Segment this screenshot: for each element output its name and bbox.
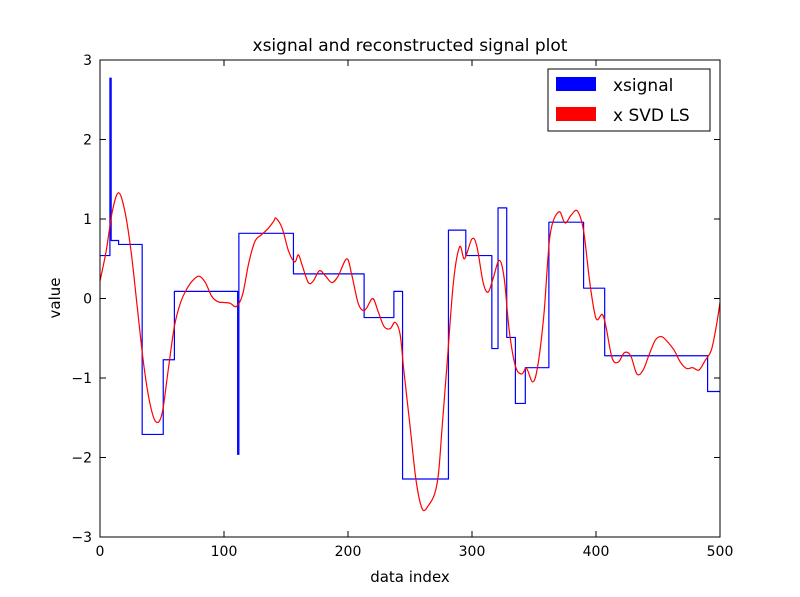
x-tick-label: 500	[707, 544, 734, 560]
y-tick-label: 3	[83, 53, 92, 69]
x-tick-label: 0	[96, 544, 105, 560]
x-tick-label: 400	[583, 544, 610, 560]
series-line-xsignal	[100, 77, 720, 480]
legend: xsignal x SVD LS	[547, 68, 711, 132]
y-tick-label: −3	[71, 530, 92, 546]
x-axis: 0 100 200 300 400 500	[96, 60, 734, 560]
y-tick-label: 2	[83, 133, 92, 149]
chart-title: xsignal and reconstructed signal plot	[253, 36, 568, 56]
y-tick-label: 1	[83, 212, 92, 228]
series-layer	[100, 77, 720, 512]
legend-label-x-svd-ls: x SVD LS	[613, 106, 690, 126]
x-tick-label: 200	[335, 544, 362, 560]
y-axis: −3 −2 −1 0 1 2 3	[71, 53, 720, 546]
y-tick-label: −2	[71, 451, 92, 467]
x-axis-label: data index	[370, 568, 450, 586]
legend-label-xsignal: xsignal	[613, 76, 673, 96]
x-tick-label: 300	[459, 544, 486, 560]
y-axis-label: value	[46, 278, 64, 319]
x-tick-label: 100	[211, 544, 238, 560]
y-tick-label: 0	[83, 292, 92, 308]
series-line-x-svd-ls	[100, 192, 720, 512]
y-tick-label: −1	[71, 371, 92, 387]
legend-swatch-xsignal	[556, 77, 596, 91]
legend-swatch-x-svd-ls	[556, 107, 596, 121]
